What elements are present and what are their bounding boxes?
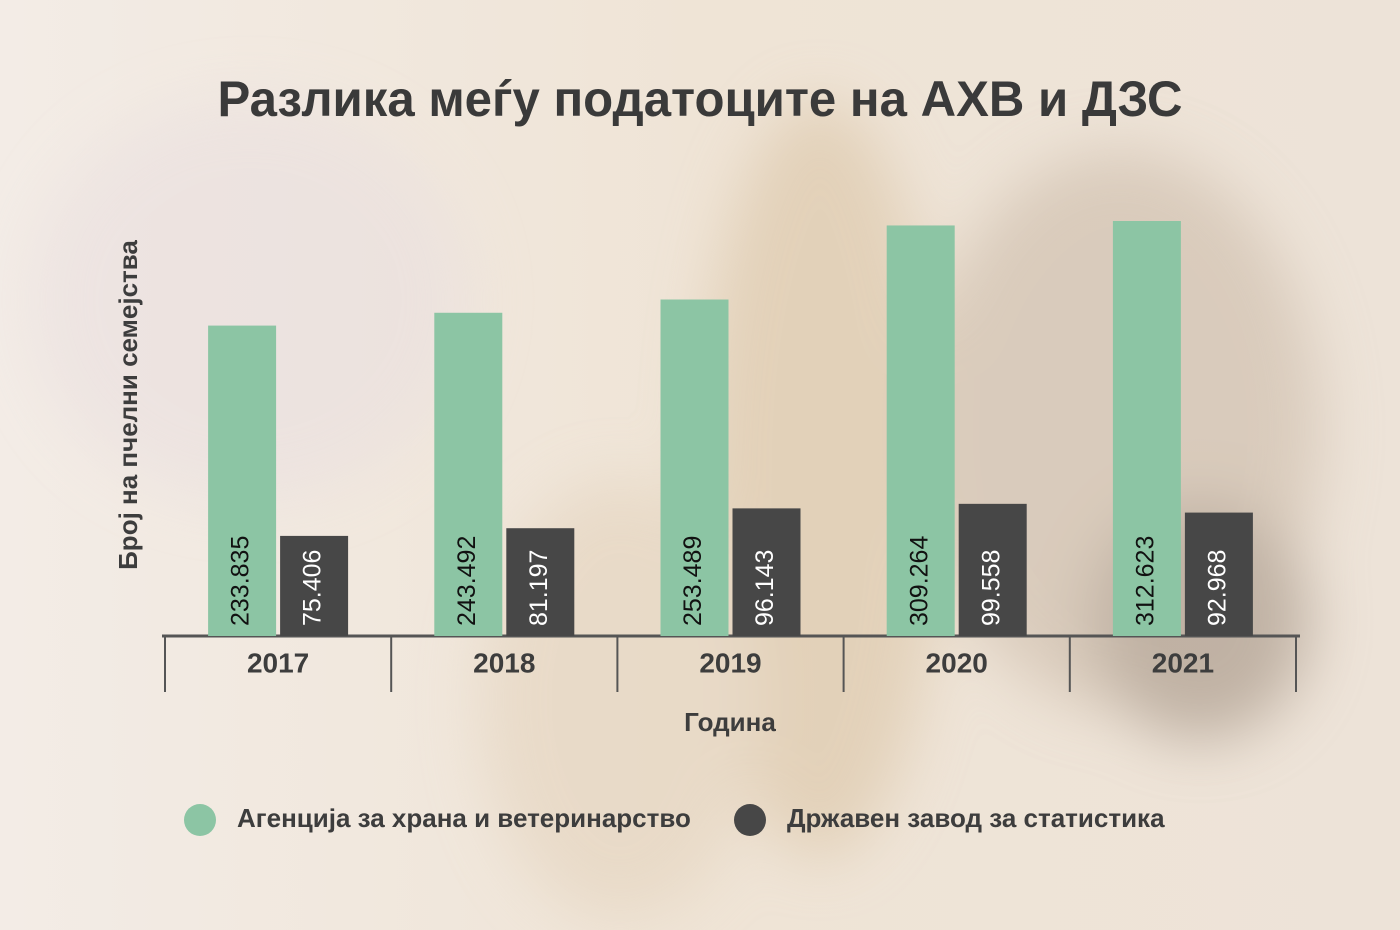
bar: [506, 528, 575, 636]
x-tick-label: 2020: [926, 647, 988, 678]
bar: [434, 312, 503, 636]
legend-swatch: [184, 804, 216, 836]
bar: [958, 503, 1027, 636]
value-label: 309.264: [905, 536, 933, 626]
x-tick-label: 2021: [1152, 647, 1214, 678]
value-label: 92.968: [1204, 550, 1232, 626]
chart-title: Разлика меѓу податоците на АХВ и ДЗС: [218, 71, 1183, 127]
bar: [1112, 221, 1181, 636]
x-axis-label: Година: [684, 707, 776, 737]
value-label: 81.197: [525, 550, 553, 626]
x-tick-label: 2018: [473, 647, 535, 678]
x-tick-label: 2017: [247, 647, 309, 678]
legend-label: Агенција за храна и ветеринарство: [237, 803, 691, 833]
legend-swatch: [734, 804, 766, 836]
value-label: 233.835: [227, 536, 255, 626]
value-label: 75.406: [299, 550, 327, 626]
value-label: 253.489: [679, 536, 707, 626]
value-label: 312.623: [1132, 536, 1160, 626]
legend-label: Државен завод за статистика: [787, 803, 1165, 833]
x-tick-label: 2019: [699, 647, 761, 678]
value-label: 96.143: [751, 550, 779, 626]
bar: [1184, 512, 1253, 636]
bar: [280, 535, 349, 636]
y-axis-label: Број на пчелни семејства: [113, 240, 143, 570]
bar: [660, 299, 729, 636]
value-label: 99.558: [977, 550, 1005, 626]
bar: [886, 225, 955, 637]
value-label: 243.492: [453, 536, 481, 626]
bar: [208, 325, 277, 636]
bar: [732, 508, 801, 636]
